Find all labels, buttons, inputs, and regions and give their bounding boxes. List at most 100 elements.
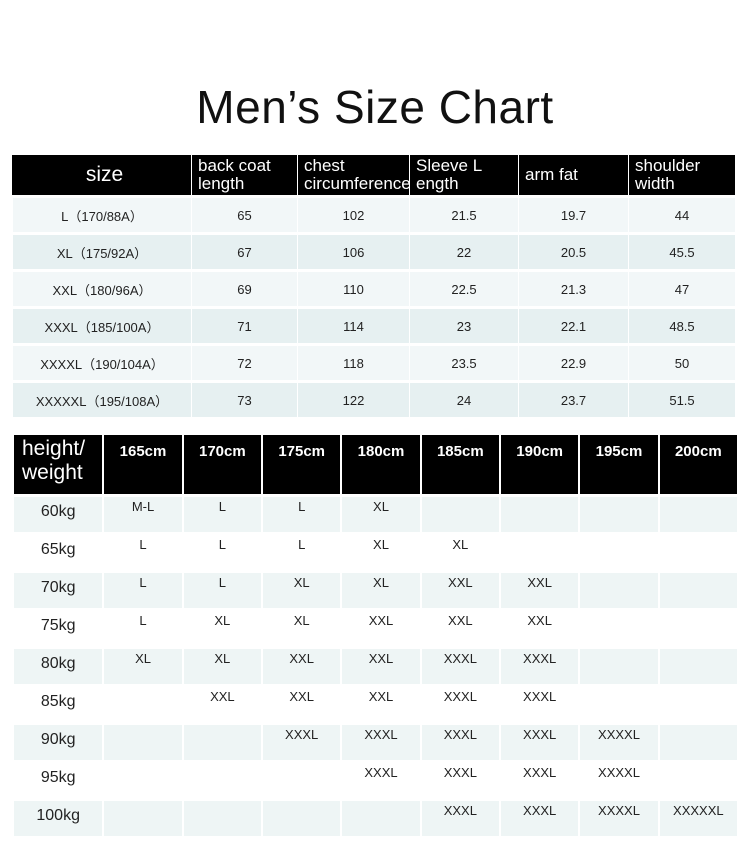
size-cell [419,494,499,532]
size-cell: XXL [181,684,262,722]
size-cell: L [261,494,341,532]
size-cell: XXL [340,608,420,646]
size-cell [657,532,737,570]
size-cell [657,760,737,798]
size-cell: XXXL [419,722,499,760]
size-cell: XXL [261,684,341,722]
table-cell: 122 [297,380,409,417]
table-row: XXXL（185/100A） 71 114 23 22.1 48.5 [12,306,735,343]
size-cell: XXXL [261,722,341,760]
page-title: Men’s Size Chart [196,81,554,133]
weight-label: 100kg [14,798,103,836]
size-cell: XXXL [419,684,499,722]
size-cell: XL [181,608,262,646]
table-cell: 48.5 [628,306,735,343]
table-cell: 71 [191,306,297,343]
size-cell: XXL [419,608,499,646]
table-cell: 73 [191,380,297,417]
size-cell: L [181,570,262,608]
size-cell: XL [261,608,341,646]
table-cell: 23 [409,306,518,343]
size-cell [657,684,737,722]
table-row: 65kg L L L XL XL [14,532,737,570]
size-cell: XXXXL [578,760,658,798]
size-cell: XL [340,532,420,570]
table-cell: 23.5 [409,343,518,380]
size-cell: XXL [261,646,341,684]
table-cell: 106 [297,232,409,269]
weight-label: 65kg [14,532,103,570]
height-header: 190cm [499,435,579,494]
weight-label: 75kg [14,608,103,646]
table-cell: L（170/88A） [12,195,191,232]
table-row: XL（175/92A） 67 106 22 20.5 45.5 [12,232,735,269]
size-cell: XXL [499,608,579,646]
table-cell: 19.7 [518,195,628,232]
table-cell: 44 [628,195,735,232]
size-cell: XXXL [499,798,579,836]
size-cell: XXXL [499,760,579,798]
size-cell: XL [340,494,420,532]
size-cell: XL [181,646,262,684]
table-row: 80kg XL XL XXL XXL XXXL XXXL [14,646,737,684]
size-cell [340,798,420,836]
table-cell: XXXL（185/100A） [12,306,191,343]
table-row: 90kg XXXL XXXL XXXL XXXL XXXXL [14,722,737,760]
weight-label: 85kg [14,684,103,722]
size-cell: XXXL [419,646,499,684]
size-cell [499,494,579,532]
size-cell: XL [261,570,341,608]
table-cell: 23.7 [518,380,628,417]
table-cell: 21.3 [518,269,628,306]
column-header: shoulder width [628,155,735,195]
weight-label: 70kg [14,570,103,608]
size-cell [578,494,658,532]
table-cell: 114 [297,306,409,343]
weight-label: 80kg [14,646,103,684]
size-cell: XXXXL [578,798,658,836]
size-cell: XXXL [499,684,579,722]
table-cell: 47 [628,269,735,306]
table-cell: 45.5 [628,232,735,269]
table-row: XXXXL（190/104A） 72 118 23.5 22.9 50 [12,343,735,380]
size-cell: XXXL [499,722,579,760]
size-cell: XL [419,532,499,570]
table-row: XXL（180/96A） 69 110 22.5 21.3 47 [12,269,735,306]
size-cell [657,722,737,760]
table-cell: XXXXL（190/104A） [12,343,191,380]
column-header: size [12,155,191,195]
table-row: L（170/88A） 65 102 21.5 19.7 44 [12,195,735,232]
size-cell: XXXL [340,760,420,798]
size-cell [181,760,262,798]
table-cell: XL（175/92A） [12,232,191,269]
table-row: 95kg XXXL XXXL XXXL XXXXL [14,760,737,798]
size-cell: L [261,532,341,570]
table-cell: 65 [191,195,297,232]
size-cell [578,532,658,570]
size-cell [657,646,737,684]
size-cell [181,798,262,836]
column-header: Sleeve L ength [409,155,518,195]
table-cell: 22.9 [518,343,628,380]
size-cell [261,760,341,798]
height-header: 180cm [340,435,420,494]
table-cell: 22.1 [518,306,628,343]
size-measurement-table: size back coat length chest circumference S… [12,155,735,417]
size-cell: L [181,494,262,532]
size-cell: XXXL [419,760,499,798]
size-cell [102,684,182,722]
size-cell: L [102,570,182,608]
size-cell [499,532,579,570]
size-cell: XXL [499,570,579,608]
height-header: 200cm [657,435,737,494]
table-row: 85kg XXL XXL XXL XXXL XXXL [14,684,737,722]
column-header: arm fat [518,155,628,195]
size-cell: XXL [419,570,499,608]
column-header: back coat length [191,155,297,195]
size-cell [578,684,658,722]
weight-label: 90kg [14,722,103,760]
size-cell [102,722,182,760]
size-cell: L [102,532,182,570]
height-weight-size-table: height/ weight 165cm 170cm 175cm 180cm 185cm 1… [14,435,737,836]
weight-label: 95kg [14,760,103,798]
